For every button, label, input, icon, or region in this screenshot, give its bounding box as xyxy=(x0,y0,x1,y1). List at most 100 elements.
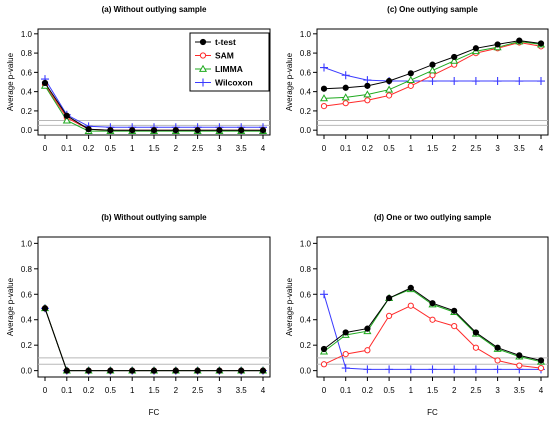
x-tick-label: 0.5 xyxy=(384,144,396,153)
y-tick-label: 0.2 xyxy=(21,107,33,116)
point-sam xyxy=(386,312,393,320)
series-line-sam xyxy=(323,305,542,369)
legend-marker-t-test xyxy=(199,38,207,46)
point-t-test xyxy=(494,41,501,48)
series-t-test xyxy=(41,305,267,374)
point-sam xyxy=(320,102,328,110)
x-tick-label: 0.5 xyxy=(384,386,396,395)
x-tick-label: 0.2 xyxy=(362,386,374,395)
point-limma xyxy=(428,66,437,74)
series-line-limma xyxy=(44,308,263,372)
panel-title: (c) One outlying sample xyxy=(387,5,478,14)
x-tick-label: 2 xyxy=(452,386,457,395)
point-t-test xyxy=(494,344,501,351)
point-sam xyxy=(429,316,436,323)
y-tick-label: 0.8 xyxy=(21,265,33,274)
x-tick-label: 0.1 xyxy=(340,386,352,395)
point-wilcoxon xyxy=(471,77,480,86)
x-tick-label: 0.1 xyxy=(61,386,73,395)
point-sam xyxy=(386,92,393,99)
x-tick-label: 0 xyxy=(43,144,48,153)
chart-panel-3: (b) Without outlying sample 0.0 0.2 0.4 0.6 0… xyxy=(6,213,271,417)
x-tick-label: 1 xyxy=(130,144,135,153)
point-limma xyxy=(319,94,329,102)
legend-label: Wilcoxon xyxy=(215,78,253,88)
point-sam xyxy=(364,347,371,354)
point-t-test xyxy=(386,294,393,302)
y-tick-label: 0.0 xyxy=(300,367,312,376)
y-tick-label: 1.0 xyxy=(300,30,312,39)
x-tick-label: 3.5 xyxy=(236,144,248,153)
point-sam xyxy=(407,82,414,89)
point-sam xyxy=(537,364,545,372)
point-t-test xyxy=(238,367,245,374)
point-t-test xyxy=(429,61,436,68)
point-wilcoxon xyxy=(428,365,437,374)
series-line-sam xyxy=(44,308,263,372)
x-tick-label: 2.5 xyxy=(470,144,482,153)
series-limma xyxy=(40,304,268,374)
y-tick-label: 0.4 xyxy=(300,88,312,97)
point-t-test xyxy=(216,127,223,134)
series-line-limma xyxy=(323,288,542,363)
point-t-test xyxy=(320,345,328,353)
y-axis-label: Average p-value xyxy=(285,52,294,111)
point-wilcoxon xyxy=(428,77,437,86)
point-sam xyxy=(516,362,523,369)
point-sam xyxy=(407,302,414,309)
point-t-test xyxy=(41,79,49,87)
point-wilcoxon xyxy=(515,77,524,86)
y-tick-label: 1.0 xyxy=(300,239,312,248)
x-tick-label: 2 xyxy=(174,386,179,395)
point-t-test xyxy=(429,300,436,307)
x-tick-label: 4 xyxy=(539,386,544,395)
point-wilcoxon xyxy=(320,290,328,299)
y-tick-label: 0.8 xyxy=(300,49,312,58)
point-t-test xyxy=(85,367,92,374)
x-tick-label: 3 xyxy=(217,144,222,153)
y-tick-label: 0.8 xyxy=(21,49,33,58)
x-tick-label: 0 xyxy=(43,386,48,395)
x-tick-label: 1.5 xyxy=(148,144,160,153)
point-t-test xyxy=(451,307,458,314)
legend-item-limma: LIMMA xyxy=(195,64,243,74)
point-limma xyxy=(341,93,350,101)
point-t-test xyxy=(342,329,349,336)
x-tick-label: 3.5 xyxy=(236,386,248,395)
point-wilcoxon xyxy=(450,365,459,374)
point-t-test xyxy=(320,85,328,92)
chart-panel-1: (a) Without outlying sample 0.0 0.2 0.4 0.6 0… xyxy=(6,5,271,153)
legend-marker-sam xyxy=(199,52,207,59)
legend-label: t-test xyxy=(215,37,236,47)
y-tick-label: 0.2 xyxy=(300,341,312,350)
point-t-test xyxy=(407,284,414,292)
point-t-test xyxy=(342,84,349,91)
point-t-test xyxy=(516,37,523,44)
point-sam xyxy=(342,100,349,107)
point-t-test xyxy=(129,367,136,374)
point-t-test xyxy=(172,367,179,374)
series-t-test xyxy=(41,79,267,134)
point-sam xyxy=(472,344,479,351)
point-limma xyxy=(406,75,415,83)
point-t-test xyxy=(85,126,92,133)
x-tick-label: 3 xyxy=(495,144,500,153)
point-wilcoxon xyxy=(341,71,350,80)
point-wilcoxon xyxy=(341,364,350,373)
point-t-test xyxy=(386,77,393,85)
chart-panel-2: (c) One outlying sample 0.0 0.2 0.4 0.6 0.8 1.… xyxy=(285,5,549,153)
x-tick-label: 0.5 xyxy=(105,144,117,153)
point-t-test xyxy=(41,305,49,312)
y-tick-label: 0.0 xyxy=(21,126,33,135)
panel-title: (b) Without outlying sample xyxy=(101,213,207,222)
point-wilcoxon xyxy=(406,365,415,374)
point-t-test xyxy=(472,329,479,336)
x-tick-label: 2.5 xyxy=(192,144,204,153)
x-tick-label: 2 xyxy=(452,144,457,153)
y-tick-label: 0.4 xyxy=(21,88,33,97)
legend: t-test SAM LIMMA Wilcoxon xyxy=(189,32,270,92)
x-tick-label: 1 xyxy=(409,144,414,153)
point-wilcoxon xyxy=(385,365,394,374)
point-t-test xyxy=(537,357,545,364)
y-axis-label: Average p-value xyxy=(6,52,15,111)
